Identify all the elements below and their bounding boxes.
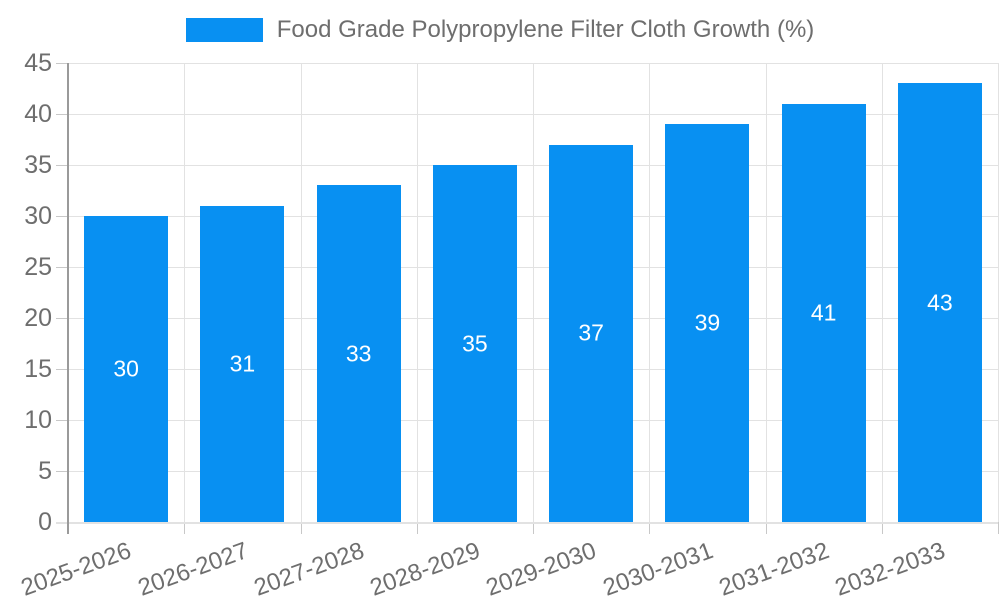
bar[interactable]: 41 (781, 103, 866, 522)
x-axis-category-label: 2032-2033 (831, 537, 949, 600)
y-axis-tick (56, 318, 68, 319)
x-axis-category-label: 2029-2030 (482, 537, 601, 600)
x-axis-tick (998, 522, 999, 534)
x-axis-tick (649, 522, 651, 534)
bar[interactable]: 43 (897, 83, 982, 522)
x-axis-category-label: 2028-2029 (366, 537, 484, 600)
y-axis-tick-label: 20 (24, 304, 52, 332)
y-axis-tick-label: 10 (24, 406, 52, 434)
x-axis-tick (533, 522, 534, 534)
x-axis-category-label: 2031-2032 (715, 537, 833, 600)
y-axis-tick-label: 40 (24, 100, 52, 128)
y-axis-tick-label: 35 (24, 151, 52, 179)
x-axis-category-label: 2027-2028 (250, 537, 368, 600)
x-axis-tick (765, 522, 767, 534)
bar[interactable]: 39 (665, 124, 750, 522)
y-axis-tick-label: 15 (24, 355, 52, 383)
y-axis-tick-label: 30 (24, 202, 52, 230)
x-axis-category-label: 2026-2027 (134, 537, 252, 600)
y-axis-tick-label: 0 (38, 508, 52, 536)
x-axis-line (56, 522, 998, 524)
bar[interactable]: 31 (200, 205, 285, 522)
legend-label: Food Grade Polypropylene Filter Cloth Gr… (276, 16, 815, 43)
x-gridline (416, 63, 418, 522)
bar[interactable]: 33 (316, 185, 401, 522)
bar[interactable]: 35 (432, 165, 517, 522)
bar-value-label: 30 (113, 355, 139, 382)
y-axis-tick (56, 114, 68, 115)
y-axis-tick-label: 45 (24, 49, 52, 77)
x-gridline (184, 63, 186, 522)
x-axis-category-label: 2030-2031 (599, 537, 717, 600)
bar-value-label: 33 (345, 340, 372, 367)
bar-value-label: 39 (694, 309, 721, 336)
legend-swatch (185, 18, 263, 42)
x-axis-tick (184, 522, 186, 534)
chart-legend-item[interactable]: Food Grade Polypropylene Filter Cloth Gr… (0, 16, 1000, 44)
y-axis-tick (56, 420, 68, 421)
bar-value-label: 37 (578, 319, 604, 346)
bar-value-label: 41 (810, 299, 837, 326)
y-axis-line (67, 63, 69, 534)
x-axis-category-label: 2025-2026 (17, 537, 136, 600)
x-gridline (300, 63, 302, 522)
x-axis-tick (881, 522, 883, 534)
x-axis-tick (416, 522, 418, 534)
bar[interactable]: 30 (84, 216, 169, 522)
y-axis-tick (56, 63, 68, 64)
y-axis-tick (56, 267, 68, 268)
y-axis-tick (56, 369, 68, 370)
y-axis-tick (56, 471, 68, 472)
x-gridline (881, 63, 883, 522)
bar[interactable]: 37 (549, 144, 634, 522)
y-axis-tick (56, 165, 68, 166)
x-gridline (765, 63, 767, 522)
y-axis-tick-label: 25 (24, 253, 52, 281)
x-gridline (649, 63, 651, 522)
y-axis-tick (56, 216, 68, 217)
y-axis-tick-label: 5 (38, 457, 52, 485)
bar-value-label: 31 (229, 350, 256, 377)
x-gridline (998, 63, 999, 522)
x-gridline (533, 63, 534, 522)
x-axis-tick (300, 522, 302, 534)
bar-value-label: 35 (462, 330, 488, 356)
bar-value-label: 43 (927, 289, 953, 316)
